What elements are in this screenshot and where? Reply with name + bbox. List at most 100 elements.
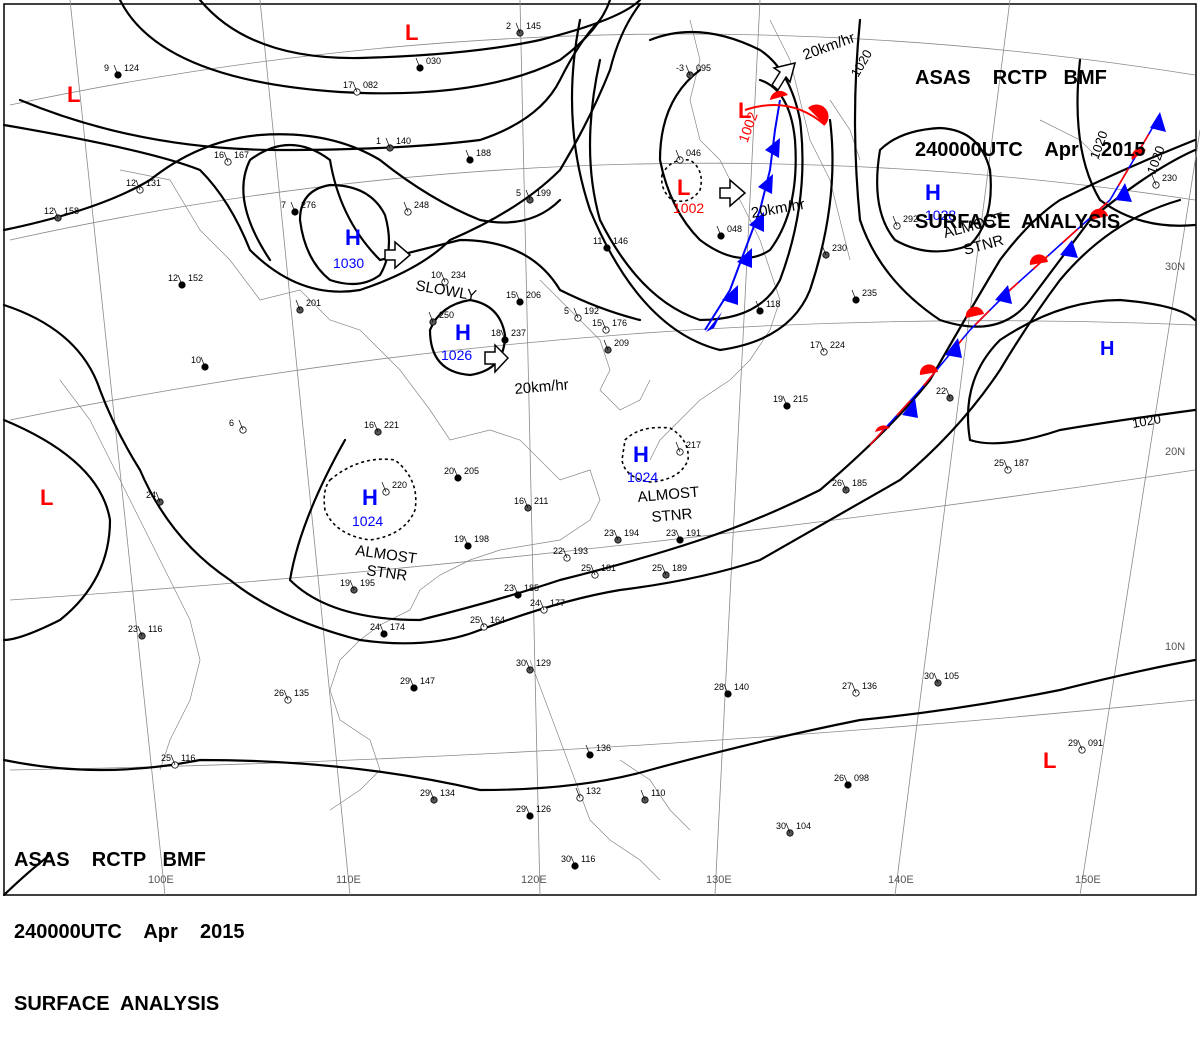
station-plot: 29 134 <box>420 788 455 804</box>
movement-arrow <box>384 240 412 270</box>
wind-barb <box>685 64 691 76</box>
status-label: STNR <box>365 562 408 585</box>
header-line-2: 240000UTC Apr 2015 <box>14 921 245 943</box>
wind-barb <box>892 215 898 227</box>
station-plot: 10 <box>191 355 209 371</box>
station-pressure: 118 <box>766 299 780 309</box>
station-plot: 030 <box>415 56 441 72</box>
station-pressure: 030 <box>426 56 441 66</box>
latitude-line-30n <box>9 162 1196 241</box>
station-temperature: 25 <box>652 563 662 573</box>
station-plot: 30 105 <box>924 671 959 687</box>
isobar <box>2 133 562 232</box>
wind-barb <box>755 300 761 312</box>
station-plot: 048 <box>716 224 742 240</box>
station-temperature: 24 <box>370 622 380 632</box>
wind-barb <box>428 311 434 323</box>
wind-barb <box>385 137 391 149</box>
wind-barb <box>283 689 289 701</box>
chart-header-top: ASAS RCTP BMF 240000UTC Apr 2015 SURFACE… <box>915 18 1146 258</box>
low-symbol: L <box>40 485 53 510</box>
station-temperature: 12 <box>168 273 178 283</box>
wind-barb <box>379 623 385 635</box>
station-pressure: 134 <box>440 788 455 798</box>
station-pressure: 116 <box>148 624 162 634</box>
station-pressure: 230 <box>832 243 847 253</box>
station-pressure: 234 <box>451 270 466 280</box>
station-temperature: 23 <box>504 583 514 593</box>
station-plot: 6 <box>229 418 247 434</box>
wind-barb <box>603 339 609 351</box>
station-pressure: 220 <box>392 480 407 490</box>
wind-barb <box>525 189 531 201</box>
station-plot: 5 192 <box>564 306 599 322</box>
station-plot: 7 276 <box>281 200 316 216</box>
isobar <box>288 138 1197 622</box>
wind-barb <box>479 616 485 628</box>
station-plot: 18 237 <box>491 328 526 344</box>
high-symbol: H <box>455 320 471 345</box>
station-plot: 292 <box>892 214 918 230</box>
wind-barb <box>613 529 619 541</box>
station-plot: 230 <box>1151 173 1177 189</box>
station-plot: 20 205 <box>444 466 479 482</box>
wind-barb <box>585 744 591 756</box>
station-pressure: 146 <box>613 236 628 246</box>
station-temperature: 10 <box>431 270 441 280</box>
station-pressure: 215 <box>793 394 808 404</box>
station-temperature: 22 <box>553 546 563 556</box>
station-plot: 136 <box>585 743 611 759</box>
status-label: ALMOST <box>637 484 700 506</box>
station-plot: 12 131 <box>126 178 161 194</box>
station-plot: 23 116 <box>128 624 162 640</box>
wind-barb <box>525 805 531 817</box>
station-plot: 30 129 <box>516 658 551 674</box>
station-plot: -3 095 <box>676 63 711 79</box>
station-temperature: 7 <box>281 200 286 210</box>
wind-barb <box>463 535 469 547</box>
station-pressure: 082 <box>363 80 378 90</box>
station-plot: 16 221 <box>364 420 399 436</box>
station-pressure: 164 <box>490 615 505 625</box>
station-temperature: 1 <box>376 136 381 146</box>
station-temperature: 27 <box>842 681 852 691</box>
station-pressure: 104 <box>796 821 811 831</box>
wind-barb <box>851 682 857 694</box>
low-symbol: L <box>67 82 80 107</box>
station-pressure: 046 <box>686 148 701 158</box>
wind-barb <box>515 22 521 34</box>
station-plot: 19 195 <box>340 578 375 594</box>
station-pressure: 189 <box>672 563 687 573</box>
station-temperature: 16 <box>214 150 224 160</box>
movement-arrow <box>484 343 510 374</box>
station-pressure: 145 <box>526 21 541 31</box>
station-temperature: 22 <box>936 386 946 396</box>
longitude-line-100e <box>69 0 166 896</box>
station-temperature: 17 <box>343 80 353 90</box>
wind-barb <box>640 789 646 801</box>
station-plot: 16 167 <box>214 150 249 166</box>
station-plot: 230 <box>821 243 847 259</box>
station-temperature: 29 <box>516 804 526 814</box>
station-pressure: 185 <box>852 478 867 488</box>
station-plot: 132 <box>575 786 601 802</box>
station-pressure: 192 <box>584 306 599 316</box>
movement-arrows <box>384 61 797 374</box>
lat-label: 20N <box>1165 446 1185 458</box>
coastlines <box>59 19 1101 881</box>
wind-barb <box>381 481 387 493</box>
station-pressure: 136 <box>862 681 877 691</box>
lon-label: 140E <box>888 874 914 886</box>
station-pressure: 195 <box>360 578 375 588</box>
header-line-3: SURFACE ANALYSIS <box>14 993 220 1015</box>
station-plot: 10 234 <box>431 270 466 286</box>
station-temperature: 15 <box>592 318 602 328</box>
wind-barb <box>373 421 379 433</box>
station-pressure: 176 <box>612 318 627 328</box>
station-temperature: 30 <box>516 658 526 668</box>
station-pressure: 235 <box>862 288 877 298</box>
cold-front-north <box>704 99 781 332</box>
station-plot: 12 158 <box>44 206 79 222</box>
station-temperature: 20 <box>444 466 454 476</box>
station-temperature: 29 <box>420 788 430 798</box>
